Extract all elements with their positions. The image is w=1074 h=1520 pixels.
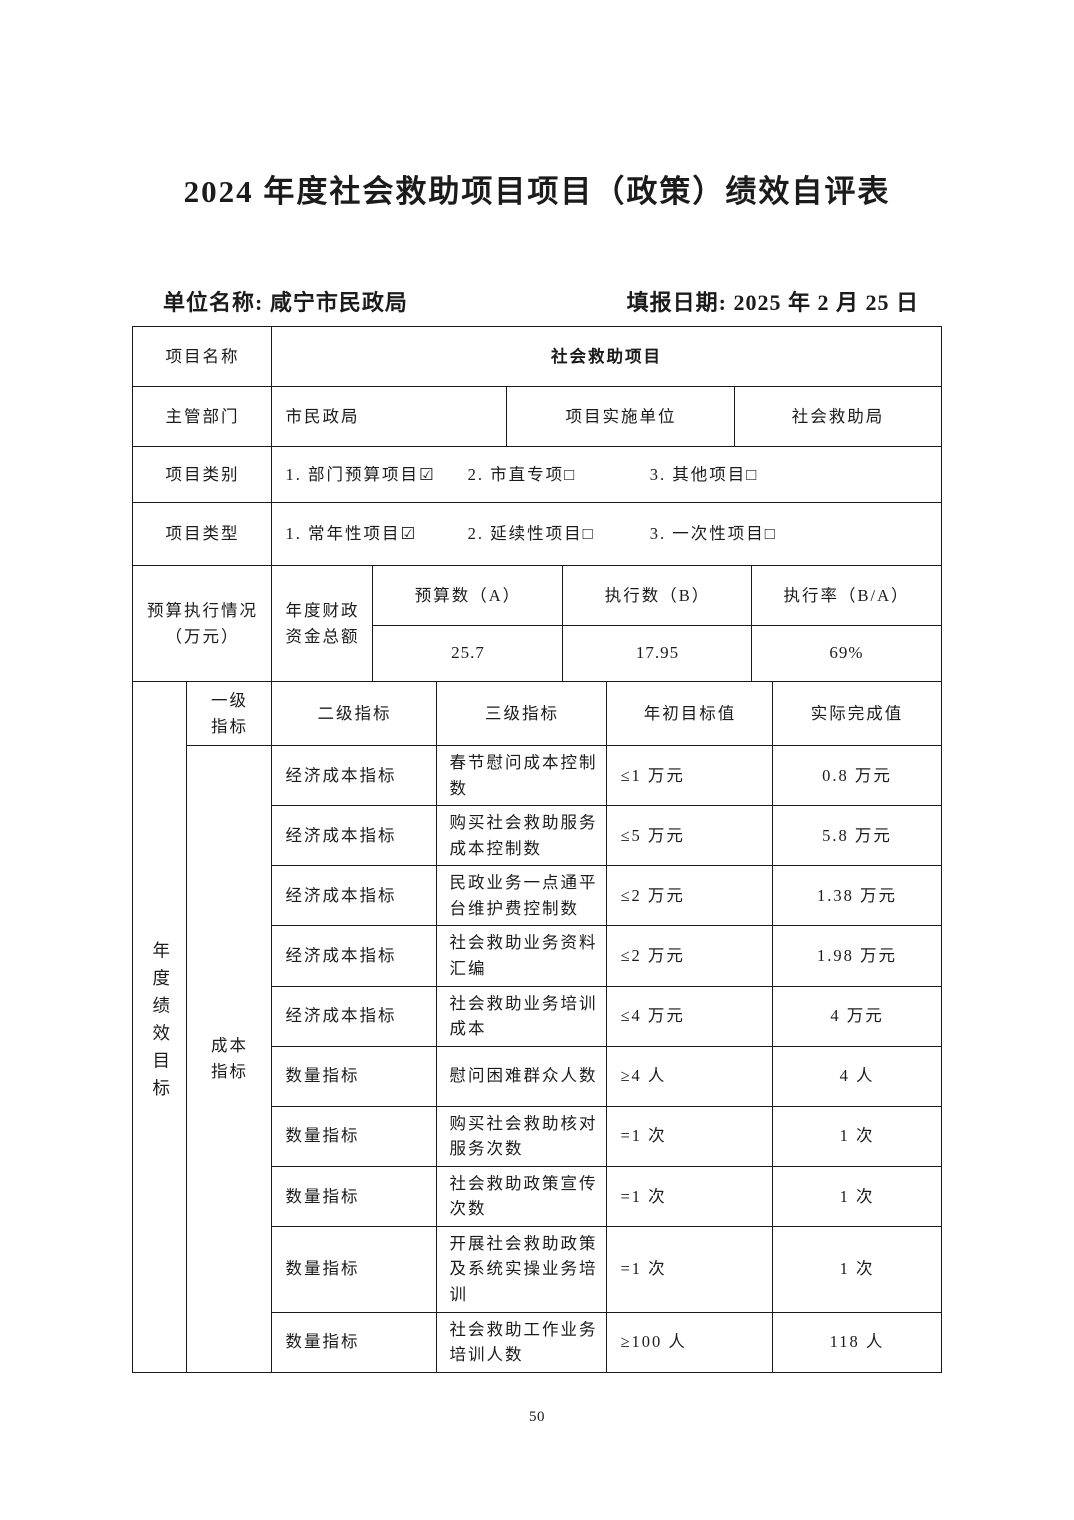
target-value-cell: ≥100 人 xyxy=(606,1311,774,1373)
page-number: 50 xyxy=(529,1408,545,1425)
level2-cell: 数量指标 xyxy=(271,1311,438,1373)
level1-group-cell: 成本指标 xyxy=(186,745,273,1373)
level3-cell: 社会救助业务资料汇编 xyxy=(436,925,608,987)
self-evaluation-table: 项目名称 社会救助项目 主管部门 市民政局 项目实施单位 社会救助局 项目类别 … xyxy=(132,326,942,1373)
level2-cell: 数量指标 xyxy=(271,1225,438,1313)
level2-cell: 经济成本指标 xyxy=(271,925,438,987)
target-value-cell: ≥4 人 xyxy=(606,1045,774,1107)
target-header: 年初目标值 xyxy=(606,681,774,746)
level2-cell: 经济成本指标 xyxy=(271,744,438,807)
department-value: 市民政局 xyxy=(271,386,508,447)
page-title: 2024 年度社会救助项目项目（政策）绩效自评表 xyxy=(183,174,891,209)
department-row: 主管部门 市民政局 项目实施单位 社会救助局 xyxy=(132,386,942,447)
actual-header: 实际完成值 xyxy=(772,681,942,746)
actual-value-cell: 1 次 xyxy=(772,1225,942,1313)
level3-cell: 春节慰问成本控制数 xyxy=(436,744,608,807)
actual-value-cell: 4 万元 xyxy=(772,985,942,1047)
category-option-3: 3. 其他项目□ xyxy=(649,464,759,484)
project-name-value: 社会救助项目 xyxy=(271,326,942,387)
type-option-3: 3. 一次性项目□ xyxy=(649,524,777,544)
target-value-cell: ≤1 万元 xyxy=(606,744,774,807)
budget-value-a: 25.7 xyxy=(372,625,564,682)
annual-funds-label: 年度财政资金总额 xyxy=(271,565,374,682)
actual-value-cell: 118 人 xyxy=(772,1311,942,1373)
report-date: 填报日期: 2025 年 2 月 25 日 xyxy=(627,285,919,317)
target-value-cell: ≤5 万元 xyxy=(606,805,774,867)
project-category-row: 项目类别 1. 部门预算项目☑ 2. 市直专项□ 3. 其他项目□ xyxy=(132,446,942,503)
actual-value-cell: 4 人 xyxy=(772,1045,942,1107)
category-option-2: 2. 市直专项□ xyxy=(467,464,577,484)
budget-value-b: 17.95 xyxy=(562,625,753,682)
target-value-cell: =1 次 xyxy=(606,1225,774,1313)
level3-cell: 慰问困难群众人数 xyxy=(436,1045,608,1107)
level2-cell: 经济成本指标 xyxy=(271,805,438,867)
budget-section-label: 预算执行情况（万元） xyxy=(132,565,273,682)
budget-header-row: 预算执行情况（万元） 年度财政资金总额 预算数（A） 执行数（B） 执行率（B/… xyxy=(132,565,942,682)
project-category-options: 1. 部门预算项目☑ 2. 市直专项□ 3. 其他项目□ xyxy=(271,446,942,503)
indicator-row: 成本指标 经济成本指标 春节慰问成本控制数 ≤1 万元 0.8 万元 xyxy=(133,744,942,1373)
level2-cell: 数量指标 xyxy=(271,1165,438,1227)
level3-cell: 社会救助业务培训成本 xyxy=(436,985,608,1047)
level2-cell: 数量指标 xyxy=(271,1045,438,1107)
level3-cell: 民政业务一点通平台维护费控制数 xyxy=(436,865,608,927)
budget-col-b-header: 执行数（B） xyxy=(562,565,753,626)
level3-header: 三级指标 xyxy=(436,681,608,746)
level2-cell: 经济成本指标 xyxy=(271,985,438,1047)
meta-line: 单位名称: 咸宁市民政局 填报日期: 2025 年 2 月 25 日 xyxy=(133,285,941,317)
level3-cell: 开展社会救助政策及系统实操业务培训 xyxy=(436,1225,608,1313)
unit-name: 单位名称: 咸宁市民政局 xyxy=(163,285,408,317)
impl-unit-label: 项目实施单位 xyxy=(506,386,736,447)
budget-rate-header: 执行率（B/A） xyxy=(751,565,942,626)
impl-unit-value: 社会救助局 xyxy=(734,386,942,447)
level2-cell: 数量指标 xyxy=(271,1105,438,1167)
level3-cell: 社会救助政策宣传次数 xyxy=(436,1165,608,1227)
project-type-options: 1. 常年性项目☑ 2. 延续性项目□ 3. 一次性项目□ xyxy=(271,502,942,566)
actual-value-cell: 1.98 万元 xyxy=(772,925,942,987)
annual-performance-goal-cell: 年度绩效目标 xyxy=(132,681,188,1373)
level3-cell: 社会救助工作业务培训人数 xyxy=(436,1311,608,1373)
indicator-header-row: 年度绩效目标 一级指标 二级指标 三级指标 年初目标值 实际完成值 xyxy=(132,681,942,1373)
report-date-value: 2025 年 2 月 25 日 xyxy=(733,290,919,315)
actual-value-cell: 1.38 万元 xyxy=(772,865,942,927)
actual-value-cell: 0.8 万元 xyxy=(772,744,942,807)
unit-name-value: 咸宁市民政局 xyxy=(269,290,408,315)
indicator-row: 经济成本指标 购买社会救助服务成本控制数 ≤5 万元 5.8 万元 xyxy=(133,805,942,867)
project-name-label: 项目名称 xyxy=(132,326,273,387)
target-value-cell: ≤2 万元 xyxy=(606,865,774,927)
project-name-row: 项目名称 社会救助项目 xyxy=(132,326,942,387)
budget-values-row: 25.7 17.95 69% xyxy=(133,625,942,682)
target-value-cell: =1 次 xyxy=(606,1105,774,1167)
project-type-label: 项目类型 xyxy=(132,502,273,566)
report-date-label: 填报日期: xyxy=(626,290,727,315)
level2-header: 二级指标 xyxy=(271,681,438,746)
level3-cell: 购买社会救助核对服务次数 xyxy=(436,1105,608,1167)
level1-header: 一级指标 xyxy=(186,681,273,746)
actual-value-cell: 1 次 xyxy=(772,1165,942,1227)
indicator-row: 经济成本指标 社会救助业务资料汇编 ≤2 万元 1.98 万元 xyxy=(133,925,942,987)
indicator-row: 数量指标 社会救助工作业务培训人数 ≥100 人 118 人 xyxy=(133,1311,942,1373)
category-option-1: 1. 部门预算项目☑ xyxy=(285,464,436,484)
budget-col-a-header: 预算数（A） xyxy=(372,565,564,626)
type-option-2: 2. 延续性项目□ xyxy=(467,524,595,544)
budget-rate-value: 69% xyxy=(751,625,942,682)
unit-name-label: 单位名称: xyxy=(163,290,264,315)
level3-cell: 购买社会救助服务成本控制数 xyxy=(436,805,608,867)
type-option-1: 1. 常年性项目☑ xyxy=(285,524,418,544)
target-value-cell: =1 次 xyxy=(606,1165,774,1227)
actual-value-cell: 1 次 xyxy=(772,1105,942,1167)
actual-value-cell: 5.8 万元 xyxy=(772,805,942,867)
project-category-label: 项目类别 xyxy=(132,446,273,503)
target-value-cell: ≤2 万元 xyxy=(606,925,774,987)
annual-performance-goal-label: 年度绩效目标 xyxy=(150,940,171,1106)
department-label: 主管部门 xyxy=(132,386,273,447)
project-type-row: 项目类型 1. 常年性项目☑ 2. 延续性项目□ 3. 一次性项目□ xyxy=(132,502,942,566)
target-value-cell: ≤4 万元 xyxy=(606,985,774,1047)
level2-cell: 经济成本指标 xyxy=(271,865,438,927)
indicator-row: 经济成本指标 社会救助业务培训成本 ≤4 万元 4 万元 xyxy=(133,985,942,1047)
